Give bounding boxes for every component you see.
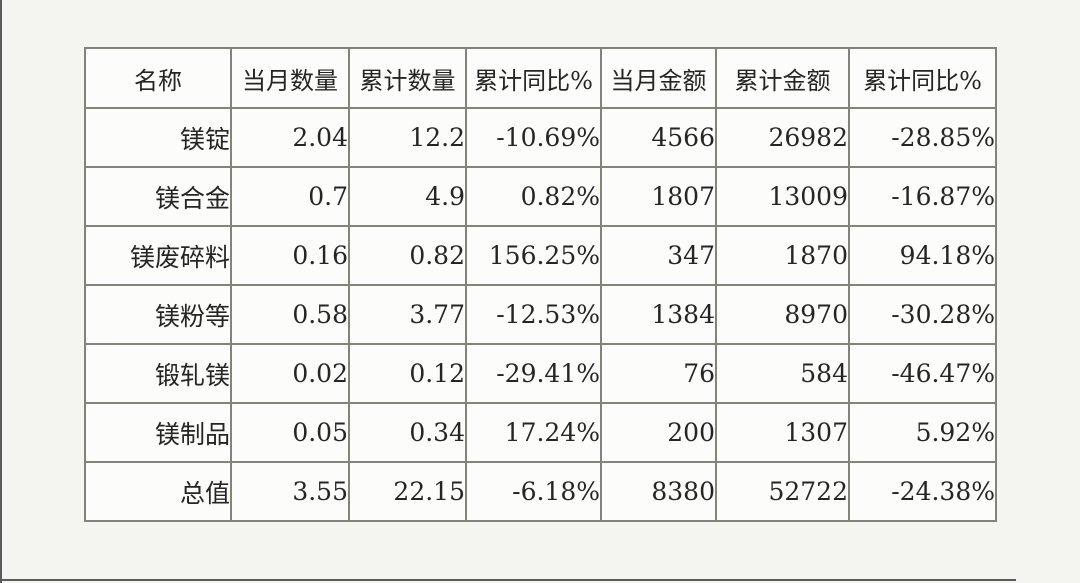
cumulative-yoy-amount-cell: -16.87% [848, 166, 997, 227]
table-row-total: 总值 3.55 22.15 -6.18% 8380 52722 -24.38% [84, 461, 997, 522]
cumulative-yoy-quantity-cell: -12.53% [465, 284, 602, 345]
month-amount-cell: 76 [600, 343, 717, 404]
cumulative-amount-cell: 26982 [715, 107, 850, 168]
month-amount-cell: 1807 [600, 166, 717, 227]
screen-bottom-edge-line [0, 579, 1016, 581]
column-header-month-quantity: 当月数量 [230, 47, 350, 109]
cumulative-yoy-amount-cell: 5.92% [848, 402, 997, 463]
cumulative-quantity-cell: 3.77 [348, 284, 467, 345]
cumulative-yoy-quantity-cell: -29.41% [465, 343, 602, 404]
month-quantity-cell: 0.7 [230, 166, 350, 227]
row-name-cell: 镁合金 [84, 166, 232, 227]
cumulative-yoy-quantity-cell: -6.18% [465, 461, 602, 522]
cumulative-yoy-amount-cell: -28.85% [848, 107, 997, 168]
row-name-cell: 镁粉等 [84, 284, 232, 345]
cumulative-amount-cell: 8970 [715, 284, 850, 345]
cumulative-amount-cell: 1870 [715, 225, 850, 286]
cumulative-quantity-cell: 22.15 [348, 461, 467, 522]
cumulative-quantity-cell: 4.9 [348, 166, 467, 227]
month-quantity-cell: 3.55 [230, 461, 350, 522]
column-header-cumulative-quantity: 累计数量 [348, 47, 467, 109]
magnesium-export-stats-table: 名称 当月数量 累计数量 累计同比% 当月金额 累计金额 累计同比% 镁锭 2.… [84, 47, 997, 522]
screen-left-edge-line [0, 0, 2, 583]
row-name-cell: 锻轧镁 [84, 343, 232, 404]
column-header-name: 名称 [84, 47, 232, 109]
cumulative-quantity-cell: 0.82 [348, 225, 467, 286]
cumulative-amount-cell: 13009 [715, 166, 850, 227]
month-amount-cell: 4566 [600, 107, 717, 168]
table-row-mg-products: 镁制品 0.05 0.34 17.24% 200 1307 5.92% [84, 402, 997, 463]
cumulative-amount-cell: 52722 [715, 461, 850, 522]
cumulative-quantity-cell: 0.34 [348, 402, 467, 463]
cumulative-yoy-amount-cell: 94.18% [848, 225, 997, 286]
cumulative-yoy-amount-cell: -24.38% [848, 461, 997, 522]
column-header-cumulative-yoy-quantity: 累计同比% [465, 47, 602, 109]
cumulative-amount-cell: 1307 [715, 402, 850, 463]
table-row-wrought-mg: 锻轧镁 0.02 0.12 -29.41% 76 584 -46.47% [84, 343, 997, 404]
cumulative-quantity-cell: 0.12 [348, 343, 467, 404]
row-name-cell: 镁废碎料 [84, 225, 232, 286]
cumulative-yoy-quantity-cell: 156.25% [465, 225, 602, 286]
table-row-mg-alloy: 镁合金 0.7 4.9 0.82% 1807 13009 -16.87% [84, 166, 997, 227]
column-header-month-amount: 当月金额 [600, 47, 717, 109]
month-quantity-cell: 0.02 [230, 343, 350, 404]
month-amount-cell: 1384 [600, 284, 717, 345]
table-row-mg-powder: 镁粉等 0.58 3.77 -12.53% 1384 8970 -30.28% [84, 284, 997, 345]
month-amount-cell: 8380 [600, 461, 717, 522]
month-amount-cell: 347 [600, 225, 717, 286]
cumulative-yoy-amount-cell: -30.28% [848, 284, 997, 345]
month-amount-cell: 200 [600, 402, 717, 463]
cumulative-yoy-amount-cell: -46.47% [848, 343, 997, 404]
cumulative-amount-cell: 584 [715, 343, 850, 404]
cumulative-yoy-quantity-cell: -10.69% [465, 107, 602, 168]
table-row-mg-ingot: 镁锭 2.04 12.2 -10.69% 4566 26982 -28.85% [84, 107, 997, 168]
cumulative-yoy-quantity-cell: 0.82% [465, 166, 602, 227]
table-header-row: 名称 当月数量 累计数量 累计同比% 当月金额 累计金额 累计同比% [84, 47, 997, 109]
column-header-cumulative-amount: 累计金额 [715, 47, 850, 109]
table-row-mg-scrap: 镁废碎料 0.16 0.82 156.25% 347 1870 94.18% [84, 225, 997, 286]
month-quantity-cell: 0.58 [230, 284, 350, 345]
month-quantity-cell: 2.04 [230, 107, 350, 168]
month-quantity-cell: 0.16 [230, 225, 350, 286]
cumulative-quantity-cell: 12.2 [348, 107, 467, 168]
row-name-cell: 总值 [84, 461, 232, 522]
row-name-cell: 镁制品 [84, 402, 232, 463]
cumulative-yoy-quantity-cell: 17.24% [465, 402, 602, 463]
row-name-cell: 镁锭 [84, 107, 232, 168]
column-header-cumulative-yoy-amount: 累计同比% [848, 47, 997, 109]
month-quantity-cell: 0.05 [230, 402, 350, 463]
